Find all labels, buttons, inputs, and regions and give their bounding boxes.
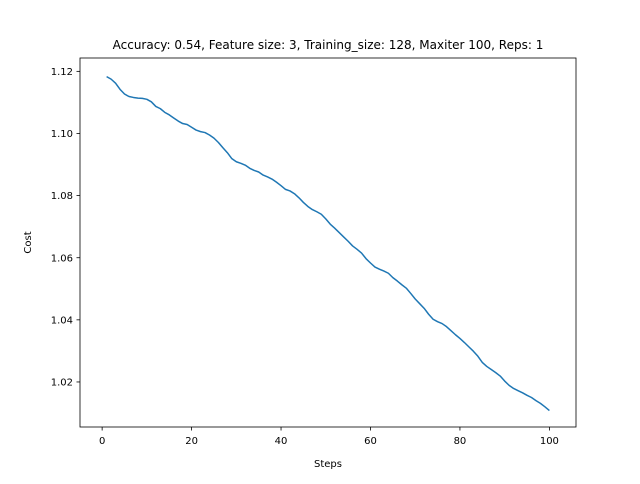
- x-tick-label: 0: [99, 436, 105, 447]
- chart-title: Accuracy: 0.54, Feature size: 3, Trainin…: [113, 38, 544, 52]
- x-tick-label: 40: [275, 436, 288, 447]
- x-tick-label: 20: [185, 436, 198, 447]
- axes-frame: [79, 57, 577, 428]
- x-axis-ticks: 0 20 40 60 80 100: [99, 427, 559, 447]
- y-tick-label: 1.02: [51, 378, 73, 389]
- plot-area: [106, 75, 550, 412]
- x-axis-label: Steps: [314, 459, 342, 470]
- y-axis-ticks: 1.02 1.04 1.06 1.08 1.10 1.12: [51, 67, 80, 389]
- y-axis-label: Cost: [23, 231, 34, 253]
- y-tick-label: 1.04: [51, 315, 73, 326]
- y-tick-label: 1.12: [51, 67, 73, 78]
- cost-series-line: [106, 75, 550, 412]
- y-tick-label: 1.08: [51, 191, 73, 202]
- y-tick-label: 1.06: [51, 253, 73, 264]
- x-tick-label: 60: [364, 436, 377, 447]
- x-tick-label: 100: [540, 436, 559, 447]
- x-tick-label: 80: [454, 436, 467, 447]
- y-tick-label: 1.10: [51, 129, 73, 140]
